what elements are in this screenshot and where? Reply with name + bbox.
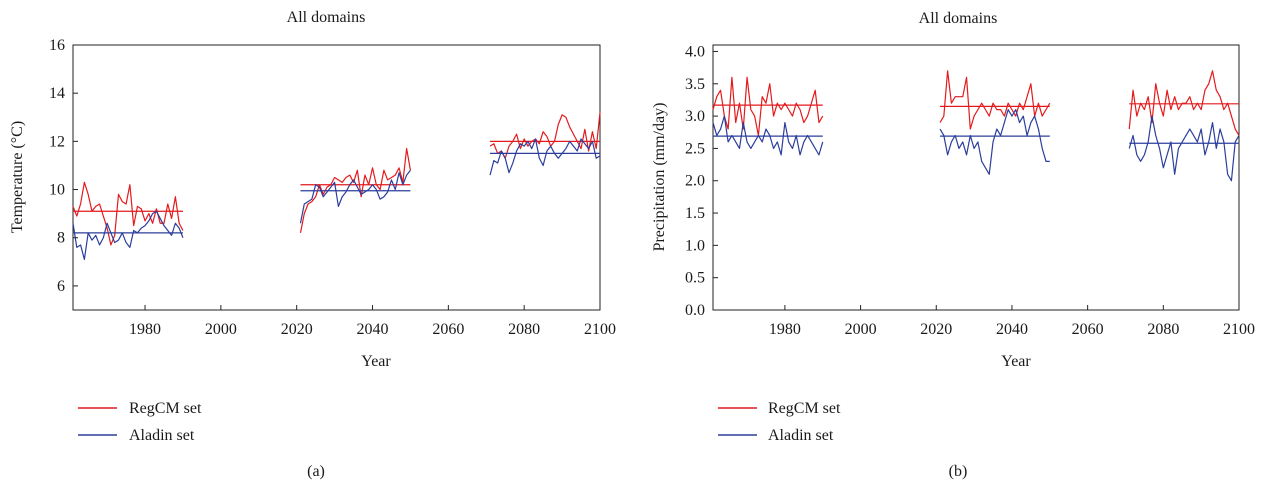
panel-b-aladin-series-line-1 [712, 115, 824, 156]
panel-b-x-tick-label: 2000 [845, 321, 877, 338]
panel-a-aladin-series-line-2 [299, 169, 411, 224]
panel-a-y-tick-label: 10 [49, 182, 65, 199]
panel-b-x-tick-label: 2060 [1072, 321, 1104, 338]
panel-b-x-ticks: 1980 2000 2020 2040 2060 2080 2100 [769, 305, 1255, 338]
panel-b-series-layer [712, 70, 1240, 182]
panel-a-regcm-series-line-1 [72, 181, 184, 246]
panel-a-y-tick-label: 12 [49, 133, 65, 150]
panel-a-x-tick-label: 2060 [432, 321, 464, 338]
panel-a-x-tick-label: 2100 [584, 321, 616, 338]
panel-a-regcm-series-line-3 [489, 112, 601, 159]
panel-b-x-tick-label: 1980 [769, 321, 801, 338]
panel-a-title: All domains [287, 9, 366, 26]
panel-b-regcm-series-line-1 [712, 76, 824, 137]
panel-b-x-tick-label: 2080 [1147, 321, 1179, 338]
panel-b-y-tick-label: 1.5 [685, 205, 705, 222]
panel-b-y-tick-label: 0.0 [685, 302, 705, 319]
panel-b-regcm-series-line-2 [939, 70, 1051, 130]
panel-b-x-tick-label: 2040 [996, 321, 1028, 338]
panel-a-y-tick-label: 6 [57, 278, 65, 295]
panel-a-y-tick-label: 16 [49, 37, 65, 54]
panel-b-y-tick-label: 3.5 [685, 76, 705, 93]
panel-a-x-tick-label: 1980 [129, 321, 161, 338]
panel-a-x-tick-label: 2040 [357, 321, 389, 338]
panel-a-temperature: All domains 1980 2000 2020 2040 2060 2080 2100… [9, 9, 616, 480]
panel-b-y-tick-label: 2.0 [685, 173, 705, 190]
panel-b-y-tick-label: 1.0 [685, 237, 705, 254]
panel-b-legend-label-aladin: Aladin set [768, 427, 834, 444]
panel-a-legend-label-aladin: Aladin set [129, 427, 195, 444]
panel-b-legend-label-regcm: RegCM set [768, 400, 841, 417]
panel-a-y-tick-label: 14 [49, 85, 65, 102]
panel-a-y-tick-label: 8 [57, 230, 65, 247]
panel-b-plot-frame [712, 44, 1240, 311]
panel-b-precipitation: All domains 1980 2000 2020 2040 2060 2080 2100… [651, 10, 1255, 480]
panel-b-regcm-series-line-3 [1128, 70, 1240, 136]
panel-a-x-tick-label: 2080 [508, 321, 540, 338]
panel-a-x-tick-label: 2020 [281, 321, 313, 338]
panel-b-y-ticks: 0.0 0.5 1.0 1.5 2.0 2.5 3.0 3.5 4.0 [685, 43, 718, 319]
panel-a-plot-frame [72, 44, 601, 311]
panel-b-legend: RegCM set Aladin set [718, 400, 841, 444]
panel-b-x-axis-label: Year [1001, 353, 1031, 370]
panel-a-legend: RegCM set Aladin set [78, 400, 202, 444]
panel-b-x-tick-label: 2020 [920, 321, 952, 338]
panel-a-legend-label-regcm: RegCM set [129, 400, 202, 417]
panel-b-aladin-series-line-3 [1128, 115, 1240, 182]
panel-b-title: All domains [919, 10, 998, 27]
panel-a-label: (a) [307, 463, 325, 480]
panel-a-x-axis-label: Year [361, 353, 391, 370]
panel-a-y-axis-label: Temperature (°C) [9, 121, 26, 233]
panel-b-aladin-series-line-2 [939, 109, 1050, 175]
panel-b-x-tick-label: 2100 [1223, 321, 1255, 338]
panel-a-aladin-series-line-3 [489, 138, 601, 176]
panel-a-y-ticks: 6 8 10 12 14 16 [49, 37, 78, 295]
panel-b-label: (b) [949, 463, 968, 480]
panel-b-y-axis-label: Precipitation (mm/day) [651, 103, 668, 252]
panel-b-y-tick-label: 0.5 [685, 270, 705, 287]
panel-b-y-tick-label: 2.5 [685, 140, 705, 157]
panel-b-y-tick-label: 4.0 [685, 43, 705, 60]
panel-a-x-ticks: 1980 2000 2020 2040 2060 2080 2100 [129, 305, 616, 338]
panel-a-series-layer [72, 112, 601, 261]
panel-a-aladin-series-line-1 [72, 210, 184, 261]
panel-b-y-tick-label: 3.0 [685, 108, 705, 125]
panel-a-x-tick-label: 2000 [205, 321, 237, 338]
